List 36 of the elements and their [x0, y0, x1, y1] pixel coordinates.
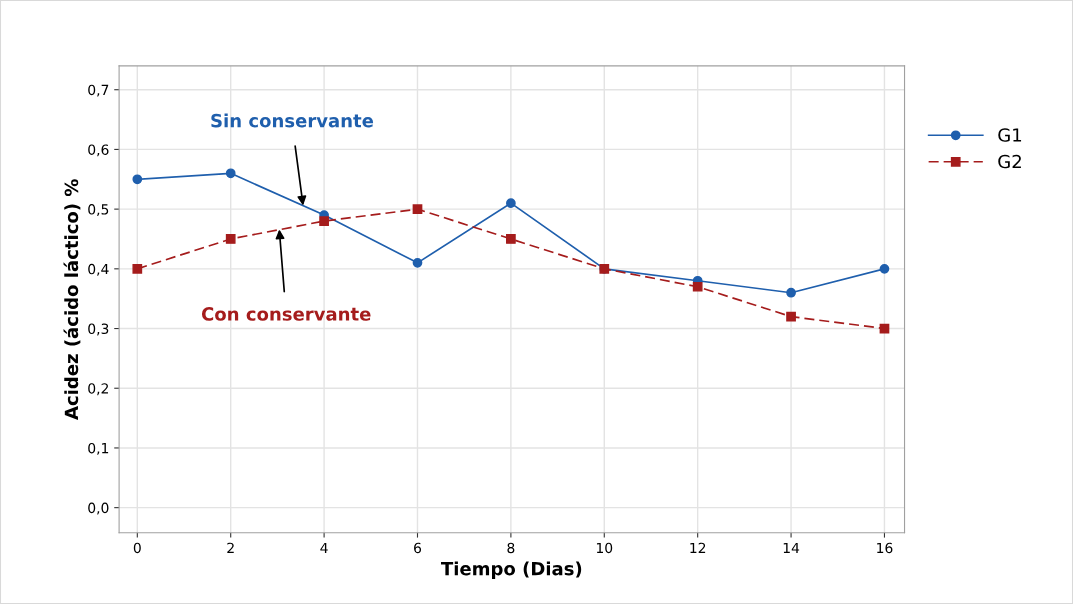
annotation: Sin conservante	[211, 113, 374, 128]
x-tick-label: 10	[596, 542, 613, 554]
annotation: Con conservante	[201, 307, 371, 321]
point	[319, 216, 329, 226]
point	[412, 204, 423, 214]
x-tick-label: 4	[320, 542, 328, 553]
point	[506, 234, 516, 244]
y-tick-label: 0,5	[88, 204, 109, 217]
point	[786, 311, 796, 322]
legend-label: G2	[998, 154, 1021, 169]
x-tick-label: 16	[877, 542, 893, 554]
legend-label: G1	[998, 128, 1022, 142]
point	[786, 287, 796, 298]
x-tick-label: 6	[414, 542, 422, 554]
x-tick-label: 12	[690, 542, 706, 553]
point	[692, 281, 703, 292]
point	[132, 263, 143, 274]
y-axis-title: Acidez (ácido láctico) %	[63, 179, 81, 420]
x-tick-label: 0	[133, 542, 141, 554]
point	[225, 234, 236, 244]
y-tick-label: 0,6	[88, 144, 109, 157]
x-axis-title: Tiempo (Dias)	[441, 561, 582, 579]
point	[225, 168, 236, 179]
x-tick-label: 8	[507, 542, 515, 554]
y-tick-label: 0,0	[88, 502, 109, 515]
point	[412, 258, 423, 268]
y-tick-label: 0,1	[88, 442, 109, 455]
point	[879, 263, 890, 274]
y-tick-label: 0,4	[88, 263, 109, 276]
point	[132, 174, 143, 185]
x-tick-label: 2	[227, 542, 234, 553]
y-tick-label: 0,7	[88, 84, 109, 97]
point	[506, 198, 516, 209]
y-tick-label: 0,2	[88, 383, 108, 396]
y-tick-label: 0,3	[88, 323, 109, 336]
x-tick-label: 14	[783, 542, 800, 553]
